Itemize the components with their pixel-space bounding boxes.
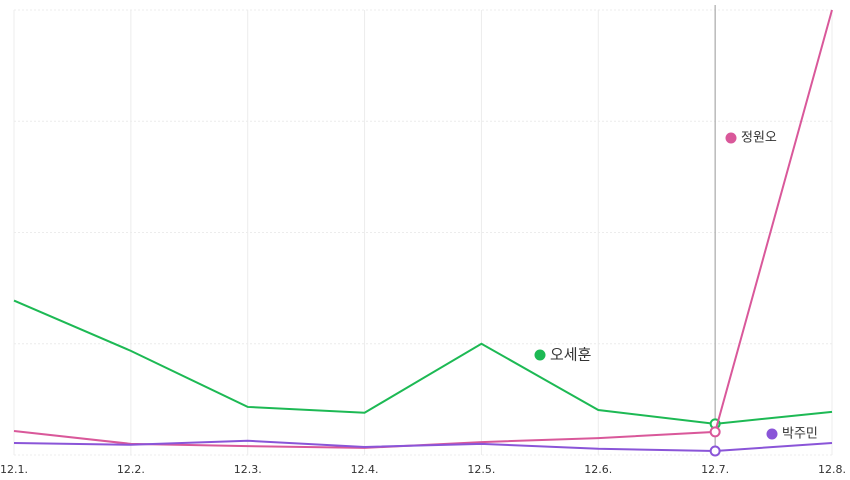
legend-label: 박주민 <box>782 427 818 442</box>
hover-point <box>709 445 721 457</box>
legend-dot <box>766 428 778 440</box>
legend-label: 정원오 <box>741 131 777 146</box>
x-tick-label: 12.3. <box>234 463 262 476</box>
hover-point <box>709 426 721 438</box>
legend-label: 오세훈 <box>550 346 591 364</box>
legend-dot <box>534 349 546 361</box>
x-tick-label: 12.5. <box>467 463 495 476</box>
series-line <box>13 299 833 425</box>
x-tick-label: 12.1. <box>0 463 28 476</box>
legend-dot <box>725 132 737 144</box>
x-tick-label: 12.4. <box>351 463 379 476</box>
x-tick-label: 12.2. <box>117 463 145 476</box>
x-tick-label: 12.6. <box>584 463 612 476</box>
series-line <box>13 9 833 449</box>
series-line <box>13 439 833 452</box>
x-tick-label: 12.8. <box>818 463 846 476</box>
x-tick-label: 12.7. <box>701 463 729 476</box>
